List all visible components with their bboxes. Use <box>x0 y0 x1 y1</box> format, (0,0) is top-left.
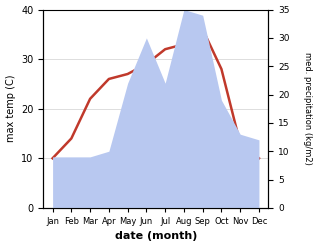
Y-axis label: max temp (C): max temp (C) <box>5 75 16 143</box>
X-axis label: date (month): date (month) <box>114 231 197 242</box>
Y-axis label: med. precipitation (kg/m2): med. precipitation (kg/m2) <box>303 52 313 165</box>
